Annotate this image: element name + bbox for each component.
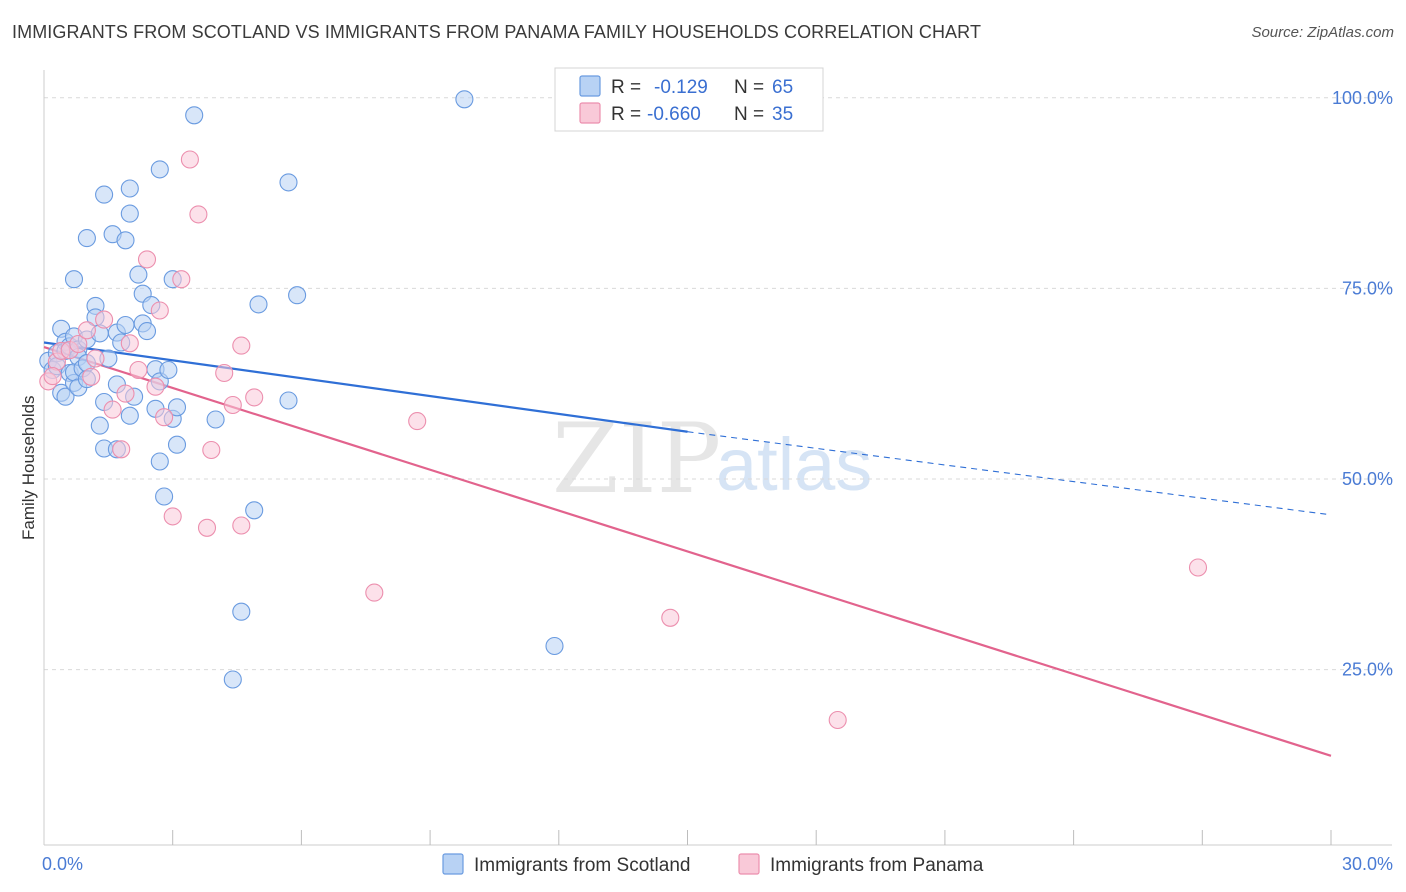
scotland-trend-extension	[687, 431, 1332, 516]
x-tick-label: 30.0%	[1342, 854, 1393, 874]
scotland-point	[56, 387, 75, 406]
legend-scotland-label: Immigrants from Scotland	[474, 855, 690, 876]
x-tick-label: 0.0%	[42, 854, 83, 874]
scotland-point	[120, 406, 139, 425]
scotland-r-value: -0.129	[654, 77, 708, 98]
y-axis-label: Family Households	[19, 395, 38, 540]
panama-point	[1188, 558, 1208, 577]
trend-layer	[43, 341, 1332, 757]
scotland-point	[90, 416, 109, 435]
panama-point	[202, 440, 221, 460]
panama-point	[112, 440, 131, 459]
scotland-point	[95, 185, 114, 204]
scotland-point	[245, 501, 264, 520]
panama-point	[365, 583, 384, 602]
scotland-point	[167, 398, 187, 417]
scotland-point	[206, 410, 225, 429]
chart-title: IMMIGRANTS FROM SCOTLAND VS IMMIGRANTS F…	[12, 22, 982, 42]
panama-point	[408, 412, 427, 431]
panama-point	[150, 301, 169, 320]
panama-point	[215, 363, 234, 383]
panama-point	[828, 710, 847, 730]
panama-point	[129, 360, 148, 380]
scotland-point	[279, 391, 298, 410]
grid-layer	[44, 97, 1392, 671]
axis-layer: 25.0% 50.0% 75.0% 100.0% 0.0% 30.0%	[42, 70, 1393, 874]
scotland-point	[279, 173, 298, 192]
scotland-n-value: 65	[772, 77, 793, 98]
panama-point	[232, 336, 251, 355]
scotland-trend-line	[43, 341, 688, 433]
scotland-point	[64, 270, 84, 289]
legend-panama-swatch	[738, 853, 760, 875]
y-tick-label: 75.0%	[1342, 278, 1393, 298]
legend-scotland-swatch	[442, 853, 464, 875]
y-tick-label: 100.0%	[1332, 88, 1393, 108]
panama-point	[146, 377, 165, 396]
panama-point	[172, 270, 191, 289]
scotland-point	[288, 286, 307, 305]
watermark: ZIP atlas	[552, 403, 872, 515]
panama-r-label: R =	[611, 104, 641, 125]
scotland-point	[129, 265, 148, 284]
panama-point	[137, 250, 157, 269]
y-tick-label: 50.0%	[1342, 469, 1393, 489]
scotland-point	[159, 360, 178, 380]
scotland-point	[223, 670, 242, 689]
stats-legend: R = -0.129 N = 65 R = -0.660 N = 35	[554, 67, 824, 132]
scotland-point	[155, 487, 174, 506]
panama-point	[245, 388, 264, 407]
scotland-point	[77, 229, 96, 248]
panama-point	[82, 367, 101, 386]
panama-point	[223, 395, 242, 415]
panama-point	[155, 408, 174, 427]
scotland-point	[167, 435, 187, 454]
panama-point	[103, 400, 122, 419]
panama-point	[116, 384, 135, 403]
panama-point	[43, 367, 62, 386]
legend-panama-label: Immigrants from Panama	[770, 855, 984, 876]
scotland-swatch	[579, 75, 601, 97]
panama-point	[189, 205, 208, 224]
panama-point	[69, 334, 88, 354]
chart-source: Source: ZipAtlas.com	[1251, 24, 1394, 41]
scotland-r-label: R =	[611, 77, 641, 98]
panama-point	[77, 321, 96, 340]
scotland-point	[150, 452, 169, 471]
scotland-point	[137, 322, 157, 341]
scotland-point	[232, 602, 251, 621]
panama-point	[180, 150, 199, 169]
watermark-atlas: atlas	[716, 423, 872, 506]
scotland-point	[120, 179, 139, 198]
panama-point	[197, 518, 217, 537]
scotland-point	[120, 204, 139, 223]
panama-point	[120, 334, 139, 353]
points-layer	[39, 90, 1208, 730]
panama-point	[163, 507, 182, 526]
panama-r-value: -0.660	[647, 104, 701, 125]
panama-swatch	[579, 102, 601, 124]
scotland-point	[116, 231, 135, 250]
panama-point	[661, 608, 680, 627]
scotland-point	[185, 106, 204, 125]
y-tick-label: 25.0%	[1342, 660, 1393, 680]
scotland-point	[116, 315, 135, 335]
panama-n-value: 35	[772, 104, 793, 125]
watermark-zip: ZIP	[552, 403, 721, 515]
panama-point	[86, 349, 105, 368]
panama-point	[95, 310, 114, 329]
panama-n-label: N =	[734, 104, 764, 125]
scotland-point	[455, 90, 474, 109]
panama-point	[232, 516, 251, 535]
scotland-n-label: N =	[734, 77, 764, 98]
scotland-point	[150, 160, 169, 179]
scotland-point	[545, 636, 564, 656]
series-legend: Immigrants from Scotland Immigrants from…	[442, 853, 984, 876]
scotland-point	[249, 295, 268, 314]
panama-trend-line	[43, 346, 1332, 757]
